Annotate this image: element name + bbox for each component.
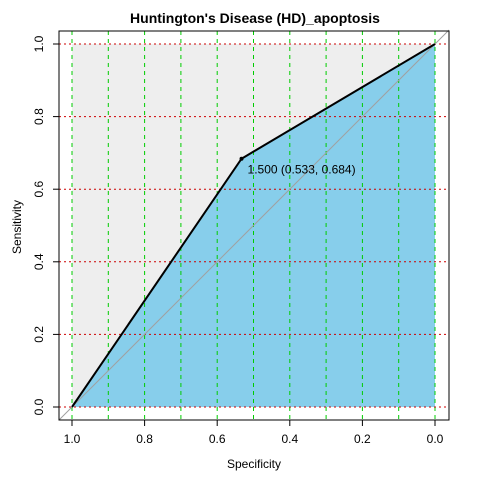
x-tick-label: 0.8 — [136, 432, 153, 446]
y-tick-label: 1.0 — [32, 35, 46, 52]
grid-lines — [59, 31, 449, 420]
x-tick-label: 0.2 — [354, 432, 371, 446]
x-tick-label: 0.4 — [281, 432, 298, 446]
x-tick-label: 0.0 — [427, 432, 444, 446]
y-tick-label: 0.0 — [32, 398, 46, 415]
y-tick-label: 0.2 — [32, 326, 46, 343]
y-axis-label: Sensitivity — [10, 200, 24, 254]
y-tick-label: 0.8 — [32, 108, 46, 125]
best-threshold-label: 1.500 (0.533, 0.684) — [248, 163, 356, 177]
y-tick-label: 0.4 — [32, 253, 46, 270]
x-tick-label: 0.6 — [209, 432, 226, 446]
x-tick-label: 1.0 — [64, 432, 81, 446]
plot-area: 1.500 (0.533, 0.684) — [58, 29, 450, 421]
y-axis: 0.0 0.2 0.4 0.6 0.8 1.0 — [32, 35, 60, 415]
chart-title: Huntington's Disease (HD)_apoptosis — [130, 10, 380, 26]
x-axis: 1.0 0.8 0.6 0.4 0.2 0.0 — [64, 419, 444, 446]
chance-diagonal — [58, 29, 450, 421]
best-threshold-point — [239, 156, 244, 161]
x-axis-label: Specificity — [227, 457, 281, 471]
y-tick-label: 0.6 — [32, 181, 46, 198]
